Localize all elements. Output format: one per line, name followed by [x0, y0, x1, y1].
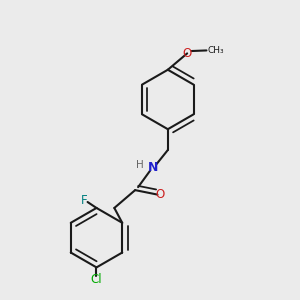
Text: Cl: Cl: [91, 273, 102, 286]
Text: O: O: [156, 188, 165, 201]
Text: N: N: [148, 161, 158, 174]
Text: O: O: [182, 47, 192, 60]
Text: F: F: [81, 194, 88, 207]
Text: H: H: [136, 160, 143, 170]
Text: CH₃: CH₃: [208, 46, 225, 55]
